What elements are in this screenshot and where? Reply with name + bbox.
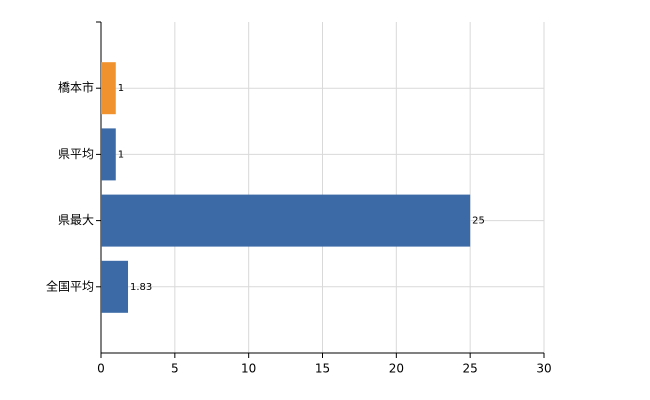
x-tick-label: 15 (315, 362, 330, 376)
y-tick-label: 橋本市 (58, 80, 94, 95)
bar (101, 62, 116, 115)
bar (101, 128, 116, 181)
value-label: 1.83 (130, 282, 152, 293)
x-tick-label: 10 (241, 362, 256, 376)
bar (101, 260, 129, 313)
x-tick-label: 25 (463, 362, 478, 376)
value-label: 25 (472, 216, 485, 227)
x-tick-label: 0 (97, 362, 105, 376)
y-tick-label: 県平均 (58, 147, 94, 161)
value-label: 1 (118, 83, 124, 94)
x-tick-label: 20 (389, 362, 404, 376)
value-label: 1 (118, 149, 124, 160)
x-tick-label: 30 (536, 362, 551, 376)
y-tick-label: 全国平均 (46, 278, 94, 293)
x-tick-label: 5 (171, 362, 179, 376)
bar (101, 194, 471, 247)
y-tick-label: 県最大 (58, 213, 94, 227)
